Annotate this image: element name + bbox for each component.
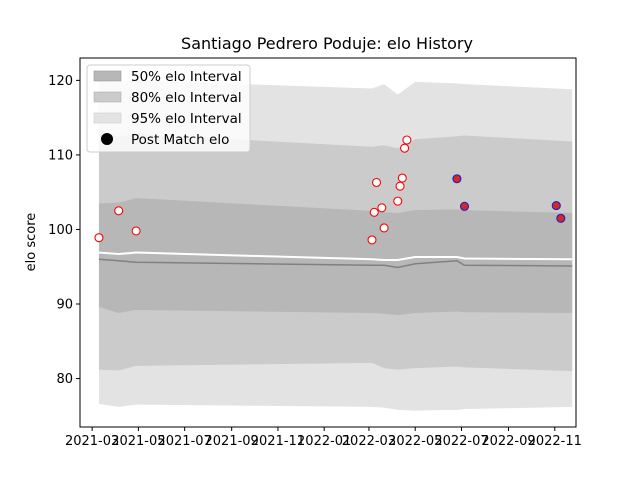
post-match-point [367, 235, 377, 245]
post-match-point [369, 207, 379, 217]
x-tick-label: 2022-07 [434, 434, 488, 449]
x-tick-label: 2022-01 [297, 434, 351, 449]
x-axis: 2021-032021-052021-072021-092021-112022-… [65, 427, 582, 449]
y-tick-label: 90 [56, 298, 73, 313]
legend-box [86, 64, 251, 153]
post-match-point [94, 233, 104, 243]
legend-label-95: 95% elo Interval [131, 111, 242, 127]
post-match-point [377, 203, 387, 213]
y-tick-label: 80 [56, 372, 73, 387]
post-match-point [395, 181, 405, 191]
post-match-point [402, 135, 412, 145]
post-match-point [459, 201, 470, 211]
post-match-point [393, 196, 403, 206]
x-tick-label: 2022-11 [528, 434, 582, 449]
post-match-point [114, 206, 124, 216]
post-match-point [556, 213, 566, 223]
elo-lines [98, 251, 573, 269]
post-match-point [397, 173, 407, 183]
y-tick-label: 100 [48, 223, 73, 238]
x-tick-label: 2021-09 [205, 434, 259, 449]
plot-frame [79, 57, 577, 428]
legend-label-post-match: Post Match elo [131, 132, 229, 148]
legend-label-50: 50% elo Interval [131, 69, 242, 85]
y-axis: 80 90 100 110 120 [48, 74, 80, 387]
interval-bands [98, 80, 573, 411]
x-tick-label: 2022-09 [481, 434, 535, 449]
y-tick-label: 110 [48, 148, 73, 163]
post-match-point [551, 201, 561, 211]
x-tick-label: 2021-07 [157, 434, 211, 449]
post-match-point [379, 223, 389, 233]
chart-title: Santiago Pedrero Poduje: elo History [181, 34, 473, 53]
x-tick-label: 2021-11 [251, 434, 305, 449]
legend: 50% elo Interval 80% elo Interval 95% el… [86, 64, 251, 153]
x-tick-label: 2021-05 [111, 434, 165, 449]
post-match-point [452, 174, 462, 184]
post-match-point [371, 177, 382, 188]
median-line [98, 258, 573, 269]
legend-swatch-50 [93, 70, 122, 82]
legend-marker-post-match [101, 133, 113, 145]
legend-swatch-80 [93, 91, 122, 103]
band-50 [98, 198, 573, 316]
post-match-point [131, 226, 141, 236]
legend-label-80: 80% elo Interval [131, 90, 242, 106]
y-tick-label: 120 [48, 74, 73, 89]
post-match-point [400, 143, 410, 153]
mean-line [98, 251, 573, 262]
x-tick-label: 2021-03 [65, 434, 119, 449]
y-axis-label: elo score [24, 213, 39, 272]
legend-swatch-95 [93, 112, 122, 124]
x-tick-label: 2022-03 [342, 434, 396, 449]
post-match-points [94, 135, 566, 245]
x-tick-label: 2022-05 [388, 434, 442, 449]
